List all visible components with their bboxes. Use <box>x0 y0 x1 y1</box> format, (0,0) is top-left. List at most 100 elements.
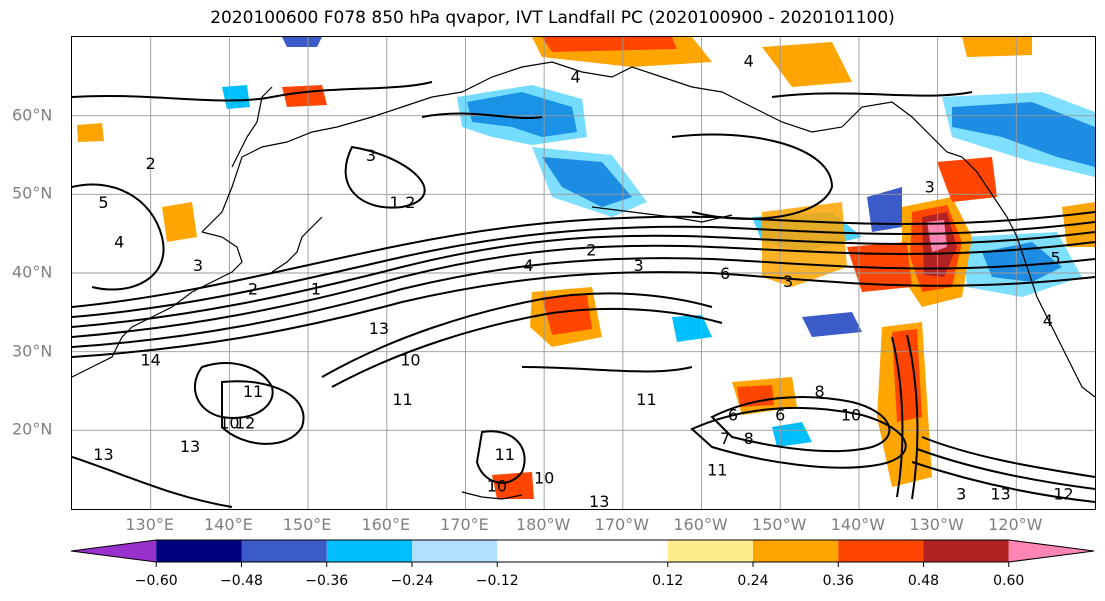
longitude-label: 160°W <box>673 515 728 534</box>
shading-patch <box>762 42 852 87</box>
coastline <box>231 86 273 168</box>
contour-label: 5 <box>1051 248 1061 267</box>
contour-label: 10 <box>219 413 239 432</box>
contour-label: 13 <box>180 437 200 456</box>
shading-patch <box>672 315 712 342</box>
contour-label: 8 <box>814 382 824 401</box>
colorbar <box>70 539 1095 567</box>
shading-patch <box>942 92 1095 177</box>
contour-label: 4 <box>114 233 124 252</box>
contour-label: 14 <box>141 351 161 370</box>
contour-line <box>72 456 233 508</box>
contour-label: 11 <box>243 382 263 401</box>
contour-line <box>221 380 305 445</box>
map-panel: 2 5 4 3 2 1 3 1 2 4 2 3 6 4 4 3 3 5 4 13 10 14 11 10 12 11 13 13 11 1… <box>71 36 1096 510</box>
contour-line <box>906 334 919 500</box>
longitude-label: 120°W <box>988 515 1043 534</box>
shading-patch <box>282 85 327 107</box>
contour-label: 1 <box>390 193 400 212</box>
contour-line <box>72 241 1095 338</box>
shading-patch <box>867 187 902 232</box>
contour-line <box>671 133 834 220</box>
colorbar-segment <box>412 540 498 562</box>
contour-line <box>690 406 907 469</box>
contour-line <box>344 145 426 209</box>
shading-patch <box>282 37 322 47</box>
contour-label: 11 <box>392 390 412 409</box>
contour-label: 3 <box>366 146 376 165</box>
contour-line <box>72 221 1095 318</box>
contour-label: 10 <box>841 406 861 425</box>
colorbar-tick-label: −0.60 <box>134 573 178 589</box>
colorbar-segment <box>241 540 327 562</box>
coastlines <box>72 61 1095 500</box>
contour-label: 2 <box>146 154 156 173</box>
coastline <box>72 231 243 378</box>
contour-line <box>72 211 1095 308</box>
contour-line <box>521 366 693 373</box>
contour-line <box>891 336 904 498</box>
shading-patch <box>162 202 197 242</box>
contour-label: 10 <box>534 469 554 488</box>
colorbar-segment <box>156 540 242 562</box>
contour-label: 12 <box>235 413 255 432</box>
shading-patch <box>772 422 812 447</box>
shading-patch <box>762 202 847 287</box>
longitude-label: 150°E <box>282 515 332 534</box>
contour-label: 4 <box>571 67 581 86</box>
colorbar-segment <box>923 540 1009 562</box>
colorbar-tick-label: −0.48 <box>220 573 263 589</box>
coastline <box>201 61 1095 398</box>
contour-line <box>421 112 543 120</box>
map-title: 2020100600 F078 850 hPa qvapor, IVT Land… <box>210 8 895 28</box>
coastline <box>591 206 733 223</box>
shading-patch <box>542 295 592 335</box>
longitude-label: 170°W <box>594 515 650 534</box>
contour-label: 2 <box>248 280 258 299</box>
contour-label: 10 <box>487 476 507 495</box>
colorbar-segment <box>497 540 668 562</box>
contour-line <box>321 292 713 378</box>
shading-patch <box>802 312 862 337</box>
contour-label: 13 <box>990 484 1010 503</box>
shading-patch <box>737 385 774 407</box>
colorbar-segment <box>753 540 839 562</box>
contour-label: 13 <box>93 445 113 464</box>
latitude-label: 60°N <box>12 105 53 125</box>
contour-line <box>193 362 274 419</box>
contour-label: 3 <box>783 272 793 291</box>
colorbar-segment <box>71 540 157 562</box>
contour-label: 6 <box>728 406 738 425</box>
contour-label: 1 <box>311 280 321 299</box>
contour-label: 13 <box>589 492 609 509</box>
shading-patch <box>492 472 534 499</box>
colorbar-tick-label: −0.12 <box>475 573 519 589</box>
contour-label: 10 <box>400 351 420 370</box>
contour-label: 6 <box>775 406 785 425</box>
longitude-label: 170°E <box>440 515 489 534</box>
contour-label: 2 <box>586 240 596 259</box>
contour-line <box>72 271 1095 358</box>
contour-label: 3 <box>633 256 643 275</box>
contour-label: 4 <box>1043 311 1053 330</box>
colorbar-tick-label: 0.12 <box>652 573 684 589</box>
contour-label: 4 <box>523 256 533 275</box>
contour-line <box>921 436 1095 478</box>
latitude-label: 20°N <box>12 419 53 439</box>
shading-patch <box>222 85 250 109</box>
colorbar-segment <box>667 540 753 562</box>
contour-label: 11 <box>636 390 656 409</box>
longitude-label: 140°E <box>204 515 253 534</box>
contour-label: 5 <box>98 193 108 212</box>
contour-line <box>72 81 433 102</box>
colorbar-tick-label: −0.36 <box>305 573 349 589</box>
map-gridlines <box>72 37 1095 509</box>
longitude-label: 150°W <box>752 515 807 534</box>
contour-label: 13 <box>369 319 389 338</box>
contour-line <box>72 183 165 291</box>
colorbar-segment <box>1008 540 1094 562</box>
ivt-contours <box>72 81 1095 508</box>
contour-label: 3 <box>925 177 935 196</box>
colorbar-tick-label: 0.36 <box>822 573 854 589</box>
